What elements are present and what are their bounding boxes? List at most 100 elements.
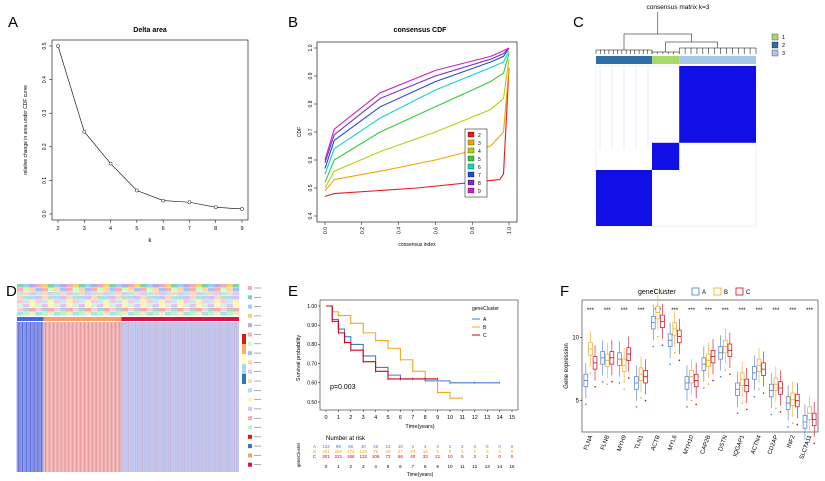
annotation-cell [121,288,129,292]
annotation-cell [158,296,166,300]
annotation-cell [72,296,79,300]
annotation-cell [17,300,24,304]
annotation-cell [140,312,147,316]
panel-c-dendrogram [595,12,757,54]
annotation-cell [140,300,147,304]
legend-swatch [771,33,779,41]
significance-mark: *** [705,308,713,314]
annotation-cell [171,304,178,308]
annotation-cell [165,304,172,308]
x-tick-label: 5 [386,415,389,421]
annotation-cell [189,300,197,304]
box-outlier [611,380,613,383]
annotation-cell [41,296,49,300]
annotation-cell [91,284,98,288]
annotation-cell [103,292,110,296]
legend-swatch [735,287,744,296]
risk-value: 5 [461,454,464,459]
x-tick-label: 9 [240,226,243,232]
annotation-cell [103,308,110,312]
annotation-cell [54,312,61,316]
annotation-cell [35,296,42,300]
risk-value: 9 [436,449,439,454]
annotation-cell [226,292,234,296]
annotation-cell [140,284,147,288]
x-tick-label: 9 [436,415,439,421]
annotation-cell [47,288,55,292]
annotation-cell [214,296,221,300]
panel-b-y-ticks: 0.4 0.5 0.6 0.7 0.8 0.9 1.0 [308,44,317,219]
box-outlier [719,375,722,378]
box-outlier [770,413,773,416]
annotation-cell [189,312,197,316]
annotation-cell [146,284,153,288]
panel-f-gene-labels: FLNA FLNB MYH9 TLN1 ACTB MYL6 MYH10 CAP2B DSTN IQ… [583,434,813,460]
y-tick-label: 1.00 [307,304,317,310]
annotation-cell [220,300,227,304]
x-tick-label: 7 [411,415,414,421]
annotation-cell [78,304,86,308]
legend-label: 3 [782,51,785,57]
risk-value: 5 [449,449,452,454]
panel-c-matrix-cells [595,65,757,227]
annotation-cell [134,284,141,288]
panel-e-plot-frame [319,299,519,411]
legend-label: 5 [478,157,481,163]
annotation-cell [54,304,61,308]
annotation-cell [189,304,197,308]
gene-label: TLN1 [634,434,645,450]
annotation-cell [128,296,135,300]
risk-value: 1 [486,454,489,459]
risk-value: 37 [398,449,404,454]
legend-label: 1 [782,35,785,41]
annotation-cell [109,284,116,288]
annotation-cell [189,292,197,296]
cdf-series-6 [324,50,510,175]
box-outlier [791,422,794,424]
annotation-cell [103,296,110,300]
box-outlier [695,403,697,406]
significance-mark: *** [806,308,814,314]
box-outlier [741,402,743,404]
risk-value: 351 [322,449,330,454]
annotation-cell [214,300,221,304]
panel-e-risk-xlabel: Time(years) [407,472,434,478]
annotation-cell [177,300,184,304]
annotation-cell [84,292,92,296]
annotation-cell [183,284,190,288]
annotation-cell [214,312,221,316]
annotation-cell [115,300,123,304]
legend-swatch [248,406,252,411]
risk-value: 4 [412,444,415,449]
annotation-cell [232,300,240,304]
y-tick-label: 0.60 [307,381,317,387]
risk-value: 98 [336,444,342,449]
legend-swatch [248,416,252,421]
annotation-cell [109,292,116,296]
panel-f-boxes: ****************************************… [583,294,817,447]
legend-swatch [248,462,252,467]
risk-value: 56 [398,454,404,459]
annotation-cell [109,312,116,316]
legend-swatch [248,388,252,393]
annotation-cell [140,296,147,300]
box-outlier [661,344,664,347]
annotation-cell [29,288,36,292]
panel-b-xlabel: consensus index [398,242,436,248]
annotation-cell [220,292,227,296]
cluster-bar-segment-1 [652,56,680,64]
annotation-cell [17,304,24,308]
delta-area-point [135,188,139,193]
risk-value: 40 [410,454,416,459]
annotation-cell [54,308,61,312]
panel-c-legend: 1 2 3 [771,33,785,57]
box-outlier [796,423,799,426]
risk-x-tick-label: 15 [509,464,515,469]
risk-value: 0 [474,444,477,449]
cdf-series-8 [324,47,510,163]
risk-x-tick-label: 12 [472,464,478,469]
annotation-cell [35,288,42,292]
matrix-block [679,66,756,143]
annotation-cell [121,300,129,304]
panel-b-series [324,47,510,197]
